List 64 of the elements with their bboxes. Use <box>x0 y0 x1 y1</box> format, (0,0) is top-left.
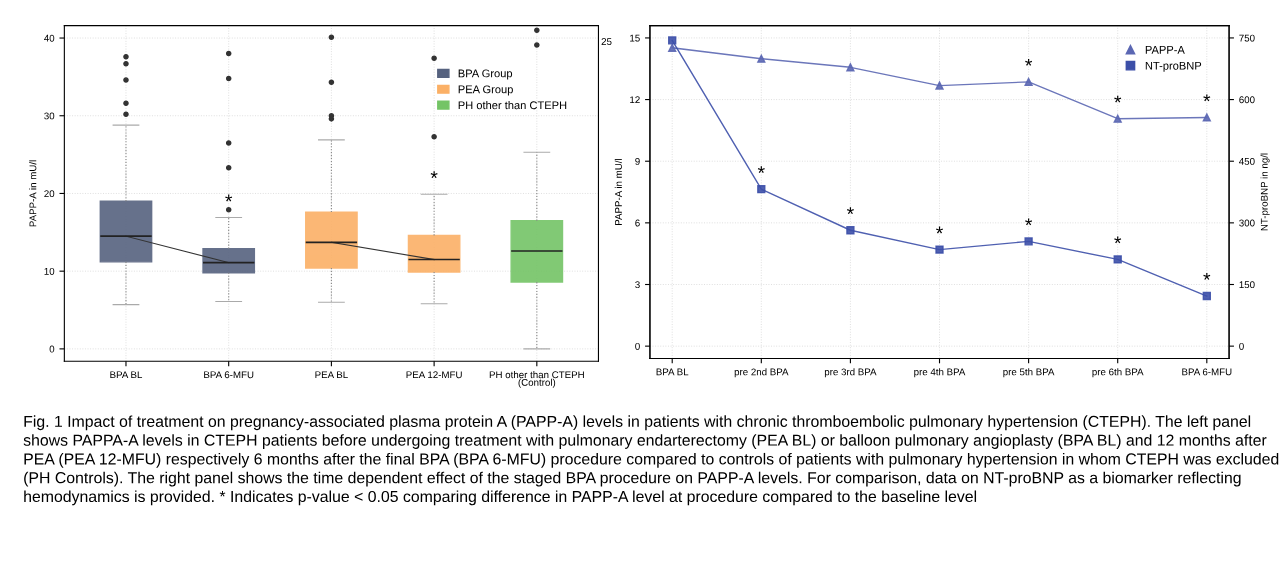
x-tick-label: BPA 6-MFU <box>204 371 254 379</box>
y2-tick-label: 750 <box>1239 34 1255 42</box>
legend-label: PH other than CTEPH <box>458 101 567 110</box>
annotation: * <box>1025 58 1033 66</box>
y-tick-label: 30 <box>44 112 55 120</box>
y2-tick-label: 600 <box>1239 96 1255 104</box>
annotation: * <box>225 194 233 202</box>
text: 25 <box>601 38 612 45</box>
point <box>668 36 677 45</box>
x-tick-label: pre 3rd BPA <box>824 368 877 378</box>
caption: Fig. 1 Impact of treatment on pregnancy-associated plasma protein A (PAPP-A) levels in patients with chronic thromboembolic pulmonary hypertension (CTEPH). The left panel shows PAPPA-A levels in CTEPH patients before undergoing treatment with pulmonary endarterectomy (PEA BL) or balloon pulmonary angioplasty (BPA BL) and 12 months after PEA (PEA 12-MFU) respectively 6 months after the final BPA (BPA 6-MFU) procedure compared to controls of patients with pulmonary hypertension in whom CTEPH was excluded (PH Controls). The right panel shows the time dependent effect of the staged BPA procedure on PAPP-A levels. For comparison, data on NT-proBNP as a biomarker reflecting hemodynamics is provided. * Indicates p-value < 0.05 comparing difference in PAPP-A level at procedure compared to the baseline level <box>23 415 1279 506</box>
point <box>1024 237 1033 246</box>
annotation: * <box>757 166 765 174</box>
point <box>757 184 766 194</box>
y-tick-label: 40 <box>44 34 55 42</box>
point <box>935 245 944 254</box>
y-tick-label: 10 <box>44 267 55 275</box>
x-tick-label: pre 6th BPA <box>1092 368 1144 378</box>
y-axis-title: PAPP-A in mU/l <box>29 160 37 227</box>
annotation: * <box>1203 94 1211 102</box>
point <box>1113 114 1122 123</box>
y-axis-title: PAPP-A in mU/l <box>614 159 622 225</box>
point <box>757 54 766 63</box>
y-tick-label: 15 <box>630 34 640 42</box>
annotation: * <box>1025 218 1033 226</box>
y2-tick-label: 300 <box>1239 219 1255 227</box>
point <box>846 63 855 72</box>
annotation: * <box>1114 95 1122 103</box>
annotation: * <box>936 226 943 234</box>
x-tick-label: BPA BL <box>656 368 689 376</box>
legend-label: NT-proBNP <box>1145 61 1202 72</box>
y2-axis-title: NT-proBNP in ng/l <box>1260 153 1270 231</box>
x-tick-label: PH other than CTEPH (Control) <box>489 371 584 388</box>
y2-tick-label: 150 <box>1239 281 1255 289</box>
y2-tick-label: 0 <box>1239 342 1244 350</box>
legend-label: BPA Group <box>458 69 513 80</box>
point <box>1202 291 1211 301</box>
x-tick-label: BPA 6-MFU <box>1182 368 1232 376</box>
point <box>935 81 944 90</box>
point <box>1024 77 1033 87</box>
y2-tick-label: 450 <box>1239 157 1255 165</box>
y-tick-label: 9 <box>635 157 640 165</box>
point <box>668 43 677 52</box>
x-tick-label: PEA BL <box>315 371 348 379</box>
y-tick-label: 20 <box>44 190 55 198</box>
annotation: * <box>1203 273 1211 280</box>
y-tick-label: 6 <box>635 219 640 227</box>
point <box>1202 113 1211 122</box>
legend-label: PEA Group <box>458 85 513 96</box>
annotation: * <box>846 207 854 215</box>
annotation: * <box>430 171 438 179</box>
legend-label: PAPP-A <box>1145 46 1185 54</box>
y-tick-label: 0 <box>635 342 640 350</box>
x-tick-label: PEA 12-MFU <box>406 371 462 379</box>
y-tick-label: 3 <box>635 281 640 289</box>
point <box>846 226 855 235</box>
x-tick-label: pre 4th BPA <box>914 368 966 378</box>
point <box>1113 255 1122 264</box>
x-tick-label: pre 5th BPA <box>1003 368 1055 378</box>
x-tick-label: pre 2nd BPA <box>734 368 789 378</box>
annotation: * <box>1114 236 1122 244</box>
y-tick-label: 12 <box>630 96 640 104</box>
x-tick-label: BPA BL <box>110 371 143 379</box>
y-tick-label: 0 <box>49 345 55 353</box>
